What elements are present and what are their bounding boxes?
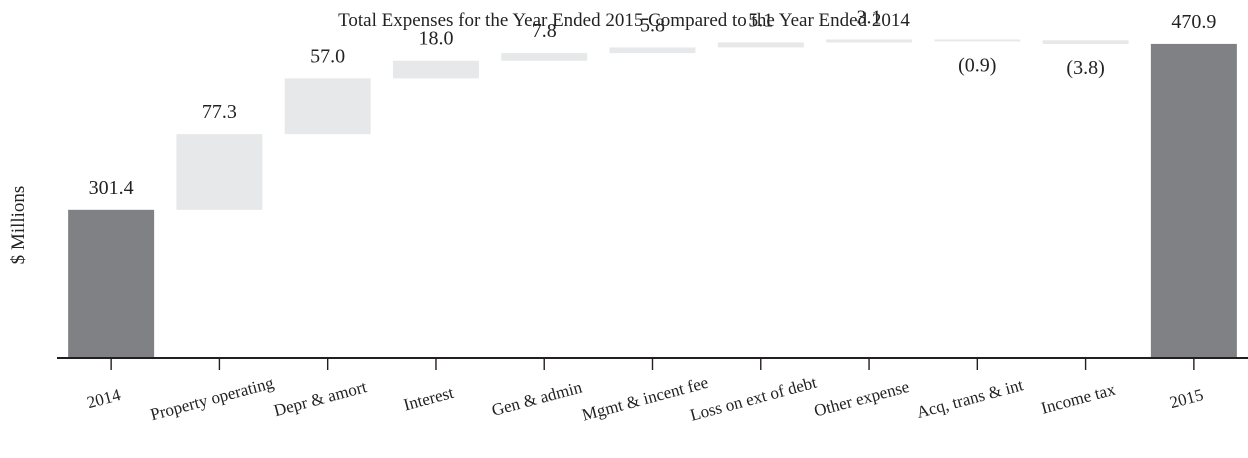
data-label: 18.0 [418, 28, 453, 50]
bar-interest [392, 60, 479, 79]
x-tick-label: Depr & amort [272, 377, 369, 420]
bar-acq-trans-int [934, 39, 1021, 42]
x-tick-label: 2014 [85, 385, 123, 412]
data-label: 5.8 [640, 14, 665, 36]
bar-property-operating [176, 134, 263, 210]
data-label: 5.1 [748, 9, 773, 31]
data-label: 77.3 [202, 101, 237, 123]
bar-2014 [68, 209, 155, 358]
bar-loss-on-ext-of-debt [717, 42, 804, 48]
data-label: (0.9) [958, 54, 996, 76]
bar-depr-amort [284, 78, 371, 135]
data-label: 57.0 [310, 45, 345, 67]
x-tick-label: Interest [401, 383, 455, 415]
data-label: 470.9 [1171, 11, 1216, 33]
data-label: 3.1 [857, 6, 882, 28]
x-ticks-group [110, 358, 1195, 370]
data-label: 7.8 [532, 20, 557, 42]
data-label: (3.8) [1066, 57, 1104, 79]
y-axis-title: $ Millions [8, 186, 29, 265]
data-label: 301.4 [89, 177, 134, 199]
chart-title: Total Expenses for the Year Ended 2015 C… [338, 10, 910, 31]
bar-income-tax [1042, 40, 1129, 45]
x-tick-label: Gen & admin [490, 377, 585, 419]
bar-gen-admin [501, 53, 588, 61]
x-tick-label: Income tax [1039, 380, 1118, 418]
data-labels-group: 301.4 77.3 57.0 18.0 7.8 5.8 5.1 3.1 (0.9) (3.8) 4… [89, 6, 1217, 198]
bars-group [68, 39, 1237, 358]
x-tick-label: Property operating [148, 373, 276, 424]
x-tick-label: Loss on ext of debt [688, 373, 819, 425]
bar-2015 [1150, 43, 1237, 358]
x-tick-label: Acq, trans & int [915, 375, 1026, 422]
bar-other-expense [826, 39, 913, 43]
bar-mgmt-incent-fee [609, 47, 696, 54]
x-tick-label: Other expense [812, 377, 911, 421]
x-tick-label: 2015 [1168, 385, 1206, 412]
